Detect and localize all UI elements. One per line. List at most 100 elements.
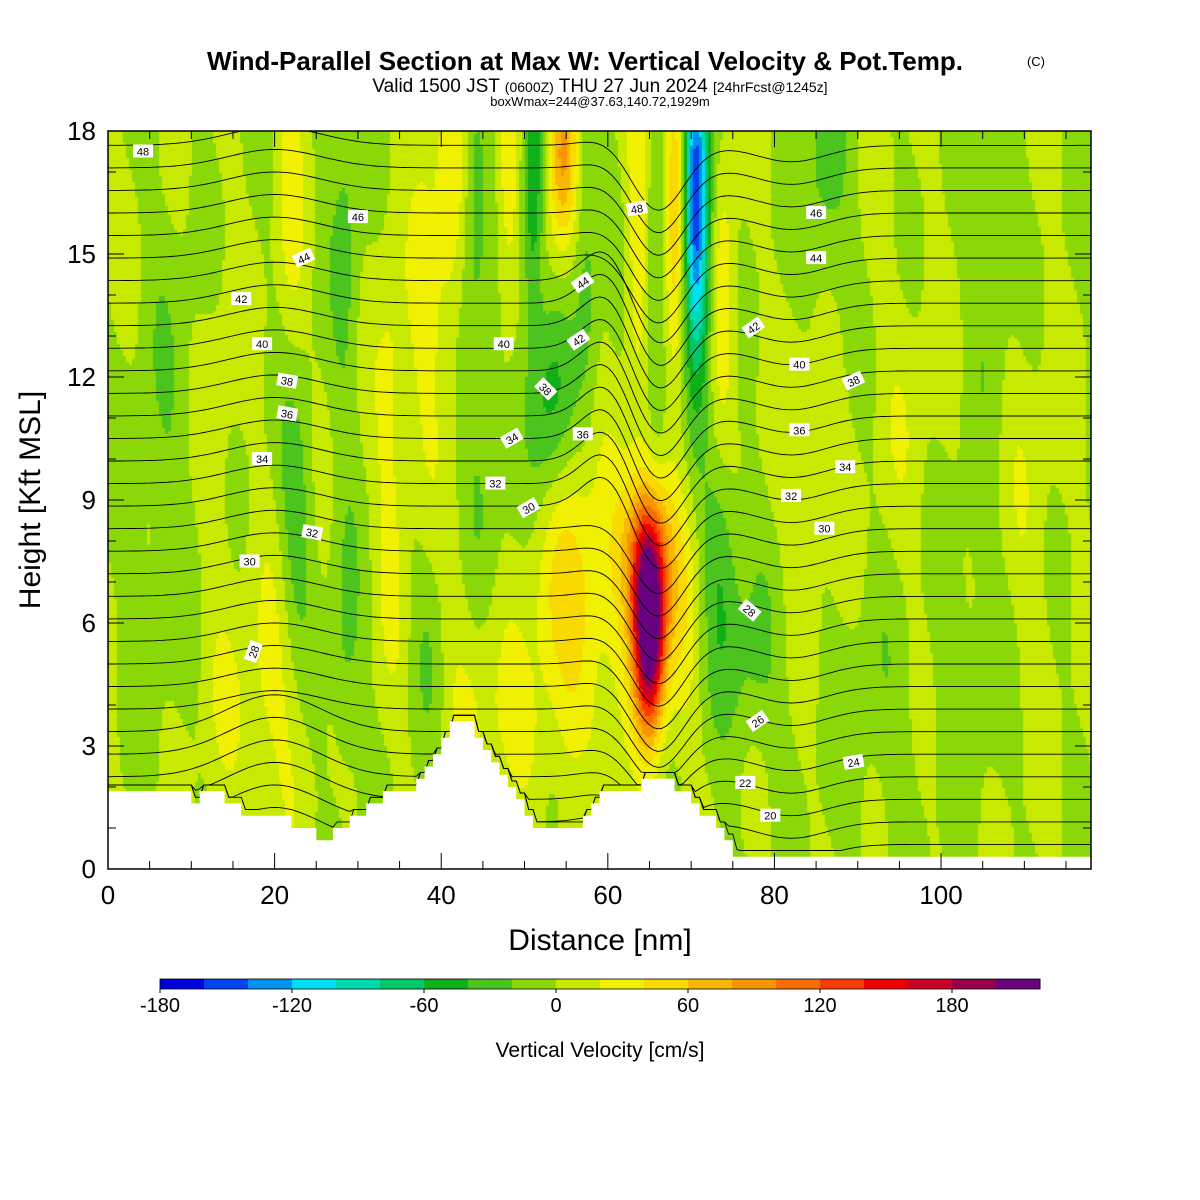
colorbar-swatch [996, 979, 1041, 989]
colorbar-swatch [160, 979, 205, 989]
theta-label-text: 32 [305, 527, 319, 541]
theta-line [108, 532, 1091, 617]
theta-label: 30 [814, 521, 835, 536]
theta-label-text: 28 [247, 644, 262, 660]
theta-label: 36 [276, 405, 299, 422]
theta-label: 38 [841, 370, 866, 391]
colorbar-swatch [732, 979, 777, 989]
theta-label: 22 [735, 775, 756, 790]
theta-line [108, 409, 1091, 502]
theta-label: 44 [291, 247, 316, 268]
theta-label: 28 [243, 639, 263, 664]
theta-label: 44 [806, 251, 827, 265]
colorbar-frame [159, 978, 1041, 990]
chart-title: Wind-Parallel Section at Max W: Vertical… [207, 46, 963, 76]
potential-temperature-contours [108, 131, 1091, 851]
theta-line [108, 694, 1091, 774]
valid-date: THU 27 Jun 2024 [559, 76, 708, 97]
theta-label-bg [745, 709, 770, 733]
theta-label-bg [276, 372, 299, 389]
y-tick-label: 6 [82, 608, 96, 638]
y-tick-label: 3 [82, 731, 96, 761]
x-tick-label: 80 [760, 880, 789, 910]
colorbar-tick-label: -120 [272, 995, 312, 1017]
theta-label-text: 32 [489, 479, 501, 491]
theta-label-bg [291, 247, 316, 268]
valid-utc: (0600Z) [505, 79, 554, 95]
theta-label-bg [781, 488, 802, 502]
theta-line [108, 600, 1091, 685]
theta-label-bg [516, 497, 541, 519]
theta-line [108, 148, 1091, 234]
theta-label-bg [625, 200, 648, 217]
x-axis-label: Distance [nm] [508, 924, 691, 957]
theta-contour-labels: 48 46 44 42 40 38 36 34 32 30 28 40 42 44 48 38 34 36 32 30… [133, 144, 866, 823]
theta-label-text: 36 [793, 425, 805, 437]
theta-line [108, 364, 1091, 457]
theta-label-text: 40 [256, 339, 268, 351]
valid-prefix: Valid 1500 JST [372, 76, 500, 97]
theta-label-bg [806, 206, 827, 219]
colorbar-swatch [908, 979, 953, 989]
box-wmax-info: boxWmax=244@37.63,140.72,1929m [490, 94, 710, 109]
theta-label-bg [737, 598, 762, 622]
theta-line [108, 577, 1091, 662]
theta-label-text: 38 [846, 374, 862, 390]
theta-label-text: 34 [256, 454, 268, 466]
valid-time-line: Valid 1500 JST (0600Z) THU 27 Jun 2024 [… [372, 76, 827, 97]
theta-label-bg [243, 639, 263, 664]
y-tick-label: 15 [67, 239, 96, 269]
theta-label-bg [566, 328, 591, 351]
theta-label-bg [741, 316, 766, 339]
colorbar-swatch [952, 979, 997, 989]
x-tick-label: 0 [101, 880, 115, 910]
theta-label-bg [835, 460, 856, 474]
theta-label-bg [806, 251, 827, 265]
colorbar-swatch [644, 979, 689, 989]
theta-label-text: 42 [571, 332, 588, 349]
theta-label-text: 32 [785, 491, 797, 503]
theta-label: 34 [835, 460, 856, 474]
theta-label: 46 [806, 206, 827, 220]
theta-line [108, 319, 1091, 411]
theta-label-bg [231, 292, 252, 306]
theta-label-text: 30 [818, 524, 830, 536]
theta-line [108, 554, 1091, 640]
y-tick-label: 18 [67, 116, 96, 146]
theta-line [108, 341, 1091, 434]
colorbar-swatch [512, 979, 557, 989]
colorbar-tick-label: 120 [803, 995, 836, 1017]
theta-label-bg [570, 271, 595, 294]
colorbar-tick-label: -180 [140, 995, 180, 1017]
theta-label: 38 [276, 372, 299, 389]
colorbar-swatch [820, 979, 865, 989]
theta-label: 34 [252, 452, 273, 466]
colorbar-swatch [688, 979, 733, 989]
theta-label-bg [735, 775, 756, 789]
theta-line [108, 171, 1091, 256]
colorbar-tick-label: 0 [550, 995, 561, 1017]
theta-label: 34 [499, 427, 524, 449]
colorbar-swatch [424, 979, 469, 989]
theta-label-text: 40 [793, 360, 805, 372]
theta-label: 32 [781, 488, 802, 503]
theta-label-bg [252, 337, 273, 351]
theta-label-text: 36 [577, 429, 589, 441]
theta-label-text: 38 [280, 375, 294, 389]
theta-label-bg [760, 808, 781, 822]
x-tick-label: 100 [919, 880, 962, 910]
theta-label-bg [534, 377, 558, 401]
theta-line [108, 622, 1091, 707]
theta-label-bg [789, 357, 810, 371]
y-tick-label: 9 [82, 485, 96, 515]
colorbar-swatch [864, 979, 909, 989]
theta-label: 32 [485, 476, 506, 491]
theta-label: 42 [741, 316, 766, 339]
theta-label-text: 44 [296, 251, 312, 267]
theta-label: 44 [570, 271, 595, 294]
colorbar-swatch [292, 979, 337, 989]
theta-label-bg [493, 337, 514, 351]
theta-label-bg [572, 427, 593, 441]
theta-label: 24 [842, 753, 865, 770]
theta-label-bg [814, 521, 835, 535]
